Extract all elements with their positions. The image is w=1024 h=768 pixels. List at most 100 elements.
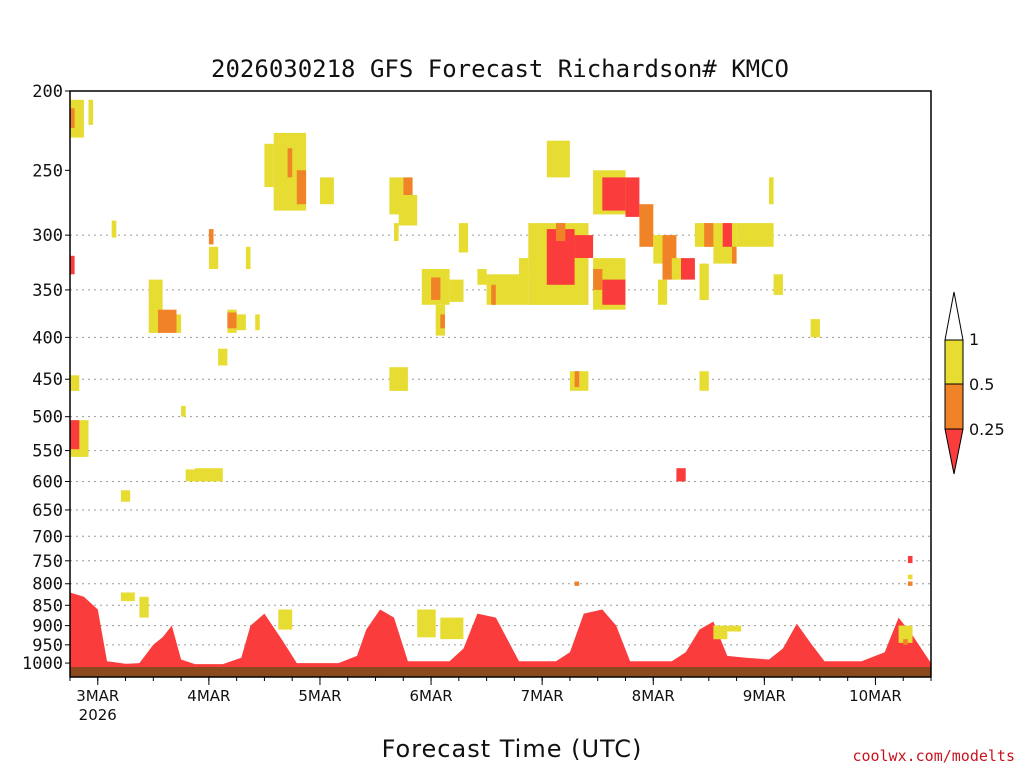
y-tick-label: 750 bbox=[32, 552, 63, 572]
x-tick-label: 3MAR bbox=[76, 687, 119, 705]
ri-cell-mid-79 bbox=[574, 581, 580, 586]
ri-cell-high-66 bbox=[769, 177, 774, 205]
ri-cell-mid-54 bbox=[639, 204, 654, 247]
ri-cell-high-7 bbox=[111, 220, 117, 238]
ri-cell-mid-19 bbox=[227, 312, 237, 329]
ri-cell-low-76 bbox=[907, 556, 913, 564]
ri-cell-mid-36 bbox=[440, 314, 445, 329]
ri-cell-high-81 bbox=[727, 625, 742, 632]
ri-cell-high-55 bbox=[653, 235, 663, 264]
ri-cell-high-1 bbox=[88, 99, 94, 125]
x-tick-label: 6MAR bbox=[409, 687, 452, 705]
ri-cell-low-49 bbox=[602, 177, 626, 211]
ri-cell-high-31 bbox=[394, 223, 399, 241]
ri-cell-high-15 bbox=[208, 246, 219, 269]
ri-cell-mid-83 bbox=[903, 639, 908, 645]
ri-cell-high-65 bbox=[736, 223, 774, 247]
ri-cell-high-82 bbox=[898, 625, 913, 643]
ri-cell-high-47 bbox=[546, 140, 570, 178]
ri-cell-high-27 bbox=[320, 177, 334, 205]
boundary-layer-low-ri-area bbox=[70, 592, 931, 667]
legend-bin-0.5-1 bbox=[944, 339, 964, 385]
y-tick-label: 200 bbox=[32, 82, 63, 102]
y-tick-label: 900 bbox=[32, 617, 63, 637]
y-tick-label: 1000 bbox=[22, 654, 63, 674]
ri-cell-low-53 bbox=[625, 177, 640, 217]
ri-cell-low-59 bbox=[681, 258, 695, 280]
x-axis-label: Forecast Time (UTC) bbox=[382, 735, 643, 763]
ri-cell-high-22 bbox=[255, 314, 260, 331]
ri-cell-mid-29 bbox=[403, 177, 413, 198]
ri-cell-high-67 bbox=[810, 319, 820, 338]
ri-cell-high-80 bbox=[713, 625, 728, 640]
ri-cell-high-39 bbox=[477, 269, 487, 285]
y-tick-label: 950 bbox=[32, 636, 63, 656]
ri-cell-high-30 bbox=[398, 195, 418, 226]
ri-cell-high-14 bbox=[195, 468, 223, 482]
ri-cell-mid-2 bbox=[70, 108, 75, 129]
colorbar-legend: 1 0.5 0.25 bbox=[944, 291, 1005, 475]
x-tick-label: 7MAR bbox=[521, 687, 564, 705]
legend-threshold-label: 0.5 bbox=[969, 375, 994, 394]
ri-cell-high-78 bbox=[139, 596, 149, 618]
legend-bin-below-0.25 bbox=[944, 428, 964, 475]
x-tick-label: 4MAR bbox=[187, 687, 230, 705]
ri-cell-mid-75 bbox=[907, 581, 913, 586]
ri-cell-high-23 bbox=[264, 143, 274, 187]
ri-cell-high-12 bbox=[181, 405, 186, 417]
ri-cell-mid-26 bbox=[296, 170, 307, 205]
ri-cell-high-77 bbox=[120, 592, 135, 602]
ri-cell-low-3 bbox=[70, 255, 75, 275]
ri-cell-high-4 bbox=[70, 375, 80, 391]
ground-surface-band bbox=[70, 667, 931, 677]
ri-cell-mid-64 bbox=[732, 246, 737, 264]
ri-cell-high-20 bbox=[236, 314, 246, 331]
x-tick-label: 5MAR bbox=[298, 687, 341, 705]
ri-cell-high-86 bbox=[278, 609, 293, 630]
ri-cell-high-84 bbox=[440, 617, 464, 640]
ri-cell-low-46 bbox=[574, 235, 594, 258]
ri-cell-low-6 bbox=[70, 420, 80, 450]
ri-cell-high-42 bbox=[519, 258, 529, 280]
plot-area bbox=[70, 99, 931, 677]
ri-cell-high-73 bbox=[773, 274, 783, 295]
ri-cell-mid-16 bbox=[208, 229, 214, 245]
y-tick-label: 300 bbox=[32, 226, 63, 246]
y-tick-label: 650 bbox=[32, 501, 63, 521]
ri-cell-high-74 bbox=[907, 574, 913, 580]
ri-cell-mid-25 bbox=[287, 148, 293, 178]
ri-cell-low-51 bbox=[602, 279, 626, 305]
ri-cell-high-11 bbox=[176, 314, 182, 333]
ri-cell-mid-34 bbox=[431, 277, 441, 300]
ri-cell-high-58 bbox=[671, 258, 682, 280]
ri-cell-low-69 bbox=[676, 468, 686, 482]
x-tick-label: 10MAR bbox=[849, 687, 902, 705]
ri-cell-mid-52 bbox=[593, 269, 603, 290]
ri-cell-high-37 bbox=[449, 279, 464, 302]
ri-cell-mid-45 bbox=[556, 223, 566, 241]
ri-cell-high-21 bbox=[245, 246, 251, 269]
ri-cell-high-56 bbox=[657, 279, 668, 305]
legend-threshold-label: 1 bbox=[969, 330, 979, 349]
y-tick-label: 550 bbox=[32, 442, 63, 462]
plot-frame bbox=[69, 90, 932, 678]
ri-cell-high-38 bbox=[458, 223, 469, 253]
y-tick-label: 400 bbox=[32, 328, 63, 348]
y-tick-label: 250 bbox=[32, 161, 63, 181]
x-tick-label: 9MAR bbox=[743, 687, 786, 705]
ri-cell-mid-10 bbox=[158, 309, 177, 333]
x-tick-label: 8MAR bbox=[632, 687, 675, 705]
legend-bin-0.25-0.5 bbox=[944, 383, 964, 430]
y-tick-label: 500 bbox=[32, 408, 63, 428]
y-tick-label: 350 bbox=[32, 281, 63, 301]
ri-cell-mid-71 bbox=[574, 371, 580, 387]
y-tick-label: 600 bbox=[32, 472, 63, 492]
ri-cell-low-63 bbox=[722, 223, 732, 247]
ri-cell-mid-61 bbox=[704, 223, 714, 247]
ri-cell-mid-41 bbox=[491, 284, 496, 305]
chart-title: 2026030218 GFS Forecast Richardson# KMCO bbox=[211, 55, 789, 83]
x-tick-sublabel: 2026 bbox=[79, 706, 117, 724]
source-credit: coolwx.com/modelts bbox=[852, 747, 1015, 765]
